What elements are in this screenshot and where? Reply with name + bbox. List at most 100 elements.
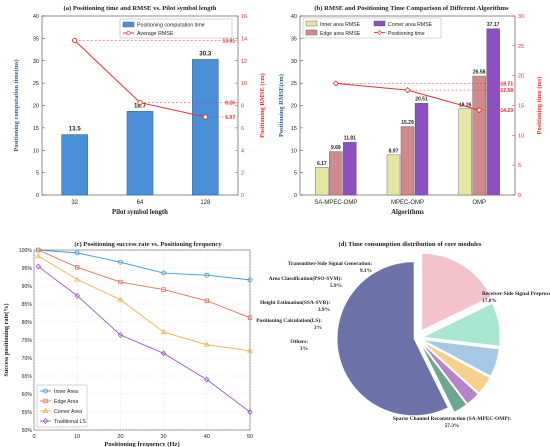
data-point xyxy=(42,407,49,413)
y2-tick-label: 10 xyxy=(518,133,524,139)
y-tick-label: 65% xyxy=(22,374,33,380)
y2-tick-label: 10 xyxy=(241,81,247,87)
slice-percent: 3% xyxy=(314,325,322,331)
series-line xyxy=(38,266,251,413)
x-tick-label: 0 xyxy=(32,434,35,440)
line-value-label: 6.97 xyxy=(225,115,235,121)
y-tick-label: 30 xyxy=(291,59,297,65)
series-line xyxy=(38,255,251,352)
y-tick-label: 20 xyxy=(33,104,39,110)
chart-title: (b) RMSE and Positioning Time Comparison… xyxy=(314,5,509,12)
legend-label: Corner area RMSE xyxy=(388,22,433,28)
data-point xyxy=(247,277,253,283)
chart-a: (a) Positioning time and RMSE vs. Pilot … xyxy=(13,5,266,216)
legend-label: Inner area RMSE xyxy=(320,22,361,28)
data-point xyxy=(43,388,48,394)
y-tick-label: 30 xyxy=(33,59,39,65)
legend-swatch xyxy=(122,21,135,28)
bar xyxy=(386,154,401,196)
bar-value-label: 30.3 xyxy=(199,50,212,57)
pie-slice xyxy=(336,261,449,417)
legend-swatch xyxy=(305,29,318,36)
y-tick-label: 5 xyxy=(294,171,297,177)
y2-tick-label: 25 xyxy=(518,44,524,50)
bar-value-label: 19.26 xyxy=(459,102,472,108)
pie-slice xyxy=(419,342,468,413)
slice-label: Height Estimation(SSA-SVR): xyxy=(260,299,330,306)
y2-tick-label: 8 xyxy=(241,104,244,110)
line-value-label: 14.23 xyxy=(500,108,513,114)
y-axis-label: Positioning computation time(ms) xyxy=(13,59,20,151)
y-tick-label: 0 xyxy=(294,193,297,199)
legend-box xyxy=(119,18,233,39)
data-point xyxy=(247,347,253,353)
legend-label: Positioning computation time xyxy=(137,23,205,29)
x-axis-label: Algorithms xyxy=(391,209,424,216)
y-tick-label: 95% xyxy=(22,266,33,272)
legend-label: Edge area RMSE xyxy=(320,31,361,37)
data-point xyxy=(204,272,210,278)
chart-b: (b) RMSE and Positioning Time Comparison… xyxy=(278,5,543,216)
y-tick-label: 15 xyxy=(33,126,39,132)
y2-axis-label: Positioning time (ms) xyxy=(536,77,543,135)
bar-value-label: 18.7 xyxy=(134,102,147,109)
x-axis-label: Pilot symbol length xyxy=(112,209,168,216)
time-marker xyxy=(476,106,483,114)
line-value-label: 17.58 xyxy=(500,88,513,94)
y2-tick-label: 15 xyxy=(518,104,524,110)
x-tick-label: 30 xyxy=(161,434,167,440)
y-tick-label: 100% xyxy=(19,248,33,254)
x-tick-label: SA-MPEC-OMP xyxy=(314,200,357,206)
data-point xyxy=(161,270,167,276)
data-point xyxy=(117,296,124,302)
x-tick-label: MPEC-OMP xyxy=(391,200,424,206)
bar-value-label: 6.17 xyxy=(317,161,327,167)
x-tick-label: OMP xyxy=(472,200,486,206)
x-tick-label: 50 xyxy=(247,434,253,440)
slice-percent: 9.1% xyxy=(360,268,372,274)
legend-label: Traditional LS xyxy=(54,419,86,425)
rmse-marker xyxy=(137,99,143,106)
bar xyxy=(414,103,429,196)
y2-tick-label: 4 xyxy=(241,148,244,154)
bar-value-label: 20.51 xyxy=(415,97,428,103)
bar xyxy=(486,28,500,196)
data-point xyxy=(75,265,80,270)
bar xyxy=(192,59,219,196)
y2-tick-label: 2 xyxy=(241,171,244,177)
series-line xyxy=(38,249,251,319)
y-tick-label: 55% xyxy=(22,410,33,416)
data-point xyxy=(118,279,123,285)
pie-slice xyxy=(420,342,479,405)
rmse-marker xyxy=(72,37,78,44)
data-point xyxy=(161,287,166,292)
data-point xyxy=(43,398,48,404)
x-tick-label: 128 xyxy=(200,200,211,206)
line-value-label: 8.26 xyxy=(225,101,235,107)
bar xyxy=(126,111,154,196)
x-tick-label: 32 xyxy=(71,200,78,206)
series-line xyxy=(38,249,251,281)
bar xyxy=(329,151,343,196)
legend-label: Average RMSE xyxy=(137,31,174,37)
data-point xyxy=(74,292,80,299)
y-tick-label: 40 xyxy=(291,14,297,20)
bar-value-label: 13.5 xyxy=(69,126,82,133)
line-value-label: 13.81 xyxy=(222,39,235,45)
y-tick-label: 15 xyxy=(291,126,297,132)
x-tick-label: 10 xyxy=(74,434,80,440)
y2-tick-label: 12 xyxy=(241,59,247,65)
pie-slice xyxy=(421,341,491,394)
data-point xyxy=(74,250,80,256)
slice-percent: 57.3% xyxy=(445,423,460,429)
data-point xyxy=(160,350,167,357)
legend-swatch xyxy=(373,20,386,27)
pie-slice xyxy=(421,252,492,332)
data-point xyxy=(36,247,41,253)
time-marker xyxy=(332,80,339,87)
y-tick-label: 20 xyxy=(291,104,297,110)
y2-tick-label: 0 xyxy=(241,193,244,199)
slice-label: Others: xyxy=(290,339,308,345)
legend-label: Corner Area xyxy=(54,409,82,415)
y-tick-label: 50% xyxy=(22,428,33,434)
